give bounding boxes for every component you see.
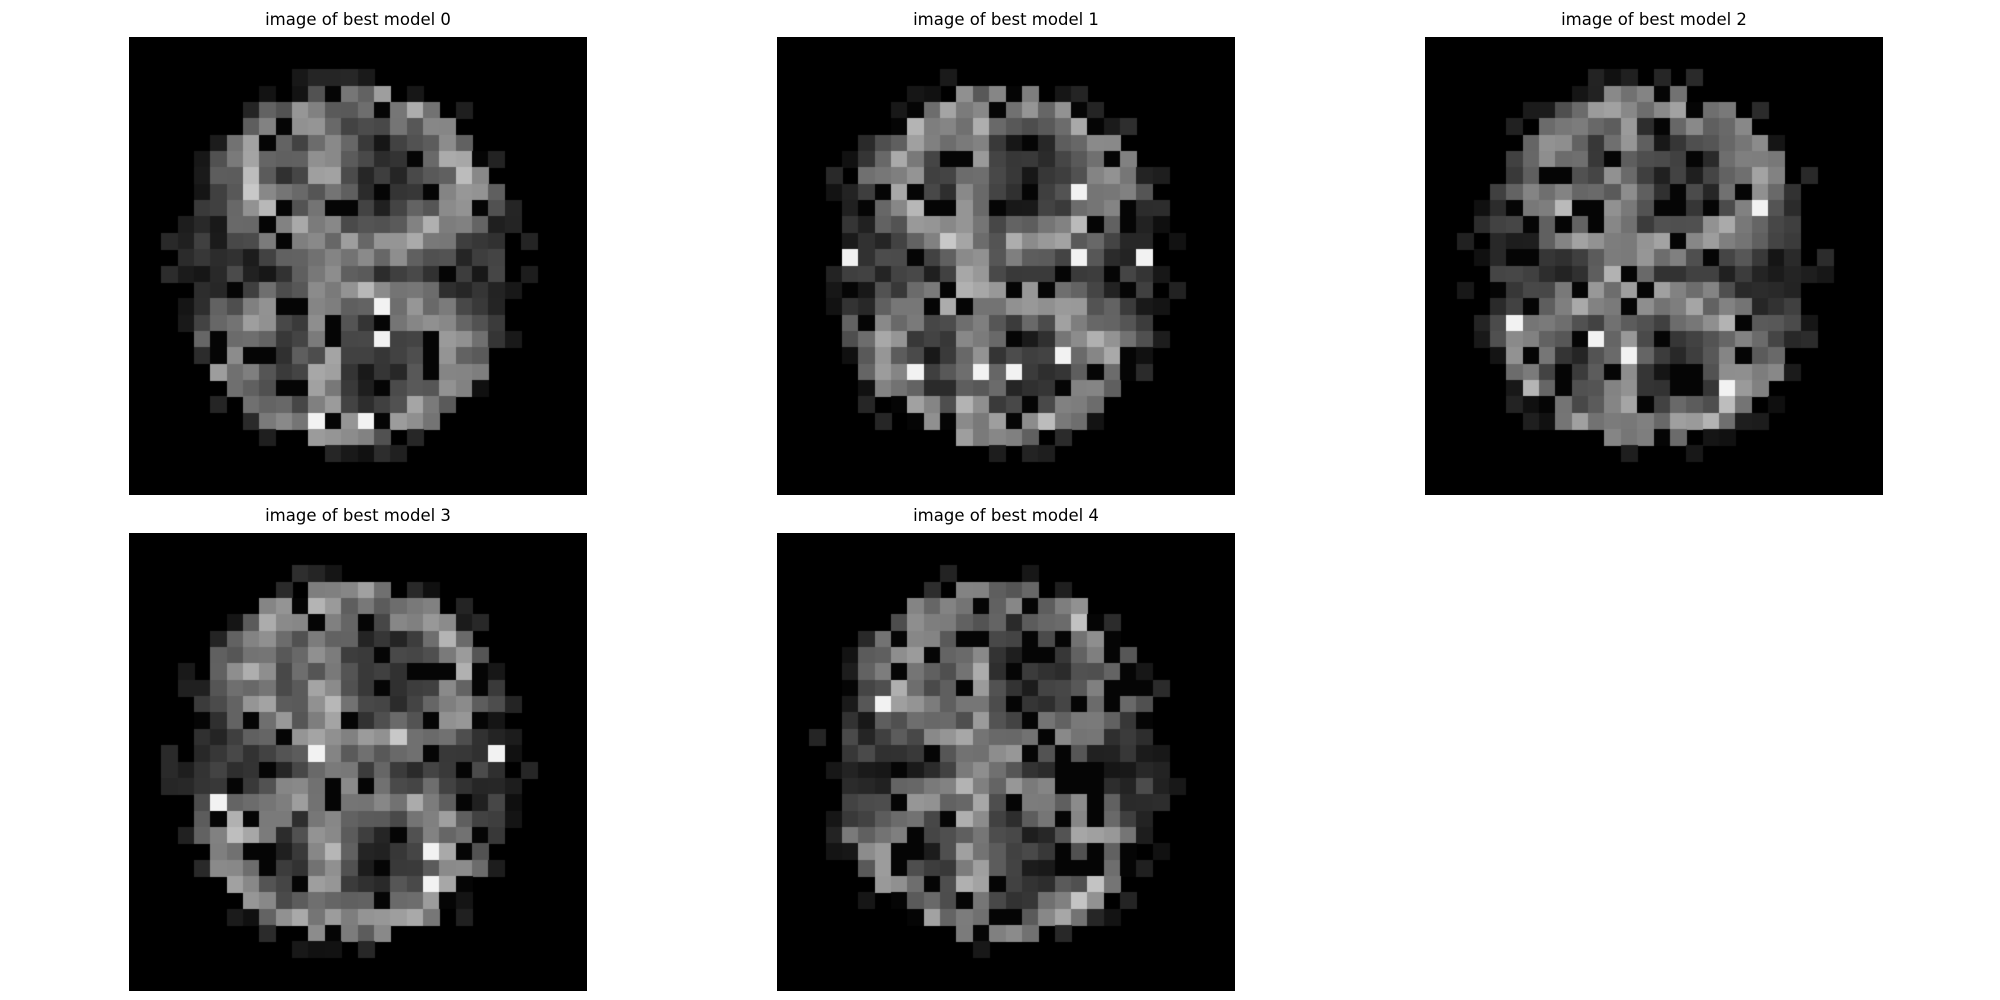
panel-title: image of best model 0: [265, 10, 451, 29]
panel-best-model-2: image of best model 2: [1425, 10, 1883, 495]
panel-best-model-3: image of best model 3: [129, 506, 587, 991]
panel-title: image of best model 2: [1561, 10, 1747, 29]
panel-title: image of best model 3: [265, 506, 451, 525]
heatmap-image: [129, 37, 587, 495]
panel-best-model-1: image of best model 1: [777, 10, 1235, 495]
panel-best-model-0: image of best model 0: [129, 10, 587, 495]
panel-best-model-4: image of best model 4: [777, 506, 1235, 991]
panel-title: image of best model 1: [913, 10, 1099, 29]
heatmap-image: [777, 533, 1235, 991]
heatmap-image: [129, 533, 587, 991]
panel-title: image of best model 4: [913, 506, 1099, 525]
heatmap-image: [1425, 37, 1883, 495]
heatmap-image: [777, 37, 1235, 495]
